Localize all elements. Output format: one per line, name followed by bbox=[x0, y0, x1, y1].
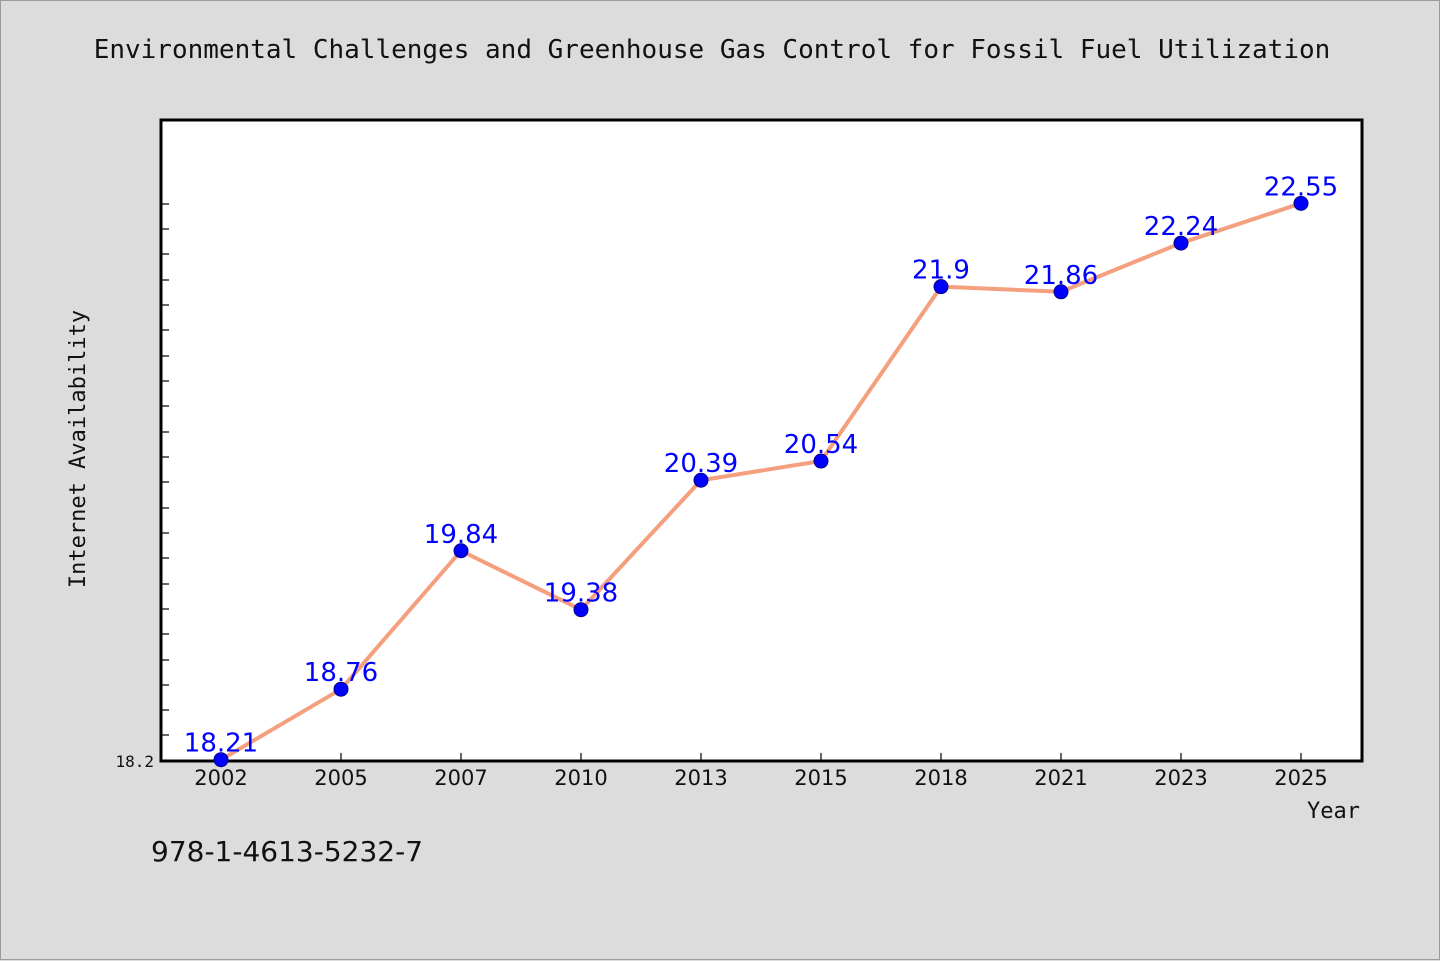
data-label: 22.55 bbox=[1264, 172, 1338, 202]
series-group bbox=[213, 195, 1309, 768]
y-tick-label: 18.2 bbox=[115, 752, 154, 771]
isbn-footer: 978-1-4613-5232-7 bbox=[151, 835, 424, 868]
data-label: 18.21 bbox=[184, 729, 258, 759]
data-label: 19.38 bbox=[544, 579, 618, 609]
data-point bbox=[1053, 284, 1069, 300]
x-tick-label: 2015 bbox=[794, 766, 847, 790]
x-tick-label: 2025 bbox=[1274, 766, 1327, 790]
x-tick-label: 2021 bbox=[1034, 766, 1087, 790]
series-line bbox=[219, 201, 1303, 762]
data-label: 21.9 bbox=[912, 256, 970, 286]
data-point bbox=[813, 453, 829, 469]
x-tick-label: 2018 bbox=[914, 766, 967, 790]
x-tick-label: 2005 bbox=[314, 766, 367, 790]
x-tick-label: 2013 bbox=[674, 766, 727, 790]
data-label: 18.76 bbox=[304, 658, 378, 688]
x-axis-label: Year bbox=[1307, 799, 1360, 824]
x-tick-label: 2023 bbox=[1154, 766, 1207, 790]
x-tick-label: 2002 bbox=[194, 766, 247, 790]
data-labels: 18.21 18.76 19.84 19.38 20.39 20.54 21.9 21.86 2… bbox=[184, 172, 1338, 758]
data-label: 19.84 bbox=[424, 520, 498, 550]
data-point bbox=[1173, 235, 1189, 251]
y-axis-label: Internet Availability bbox=[66, 310, 91, 588]
data-point bbox=[453, 543, 469, 559]
data-label: 22.24 bbox=[1144, 212, 1218, 242]
data-point bbox=[573, 602, 589, 618]
data-label: 20.54 bbox=[784, 430, 858, 460]
plot-area bbox=[159, 118, 1364, 763]
data-label: 20.39 bbox=[664, 449, 738, 479]
data-point bbox=[333, 681, 349, 697]
x-tick-label: 2007 bbox=[434, 766, 487, 790]
data-point bbox=[213, 752, 229, 768]
data-label: 21.86 bbox=[1024, 261, 1098, 291]
data-point bbox=[1293, 195, 1309, 211]
x-tick-label: 2010 bbox=[554, 766, 607, 790]
x-axis-ticks: 2002 2005 2007 2010 2013 2015 2018 2021 2023 2025 bbox=[194, 753, 1328, 790]
data-point bbox=[693, 472, 709, 488]
chart-title: Environmental Challenges and Greenhouse … bbox=[93, 35, 1331, 65]
data-point bbox=[933, 279, 949, 295]
y-axis-ticks bbox=[161, 203, 169, 736]
